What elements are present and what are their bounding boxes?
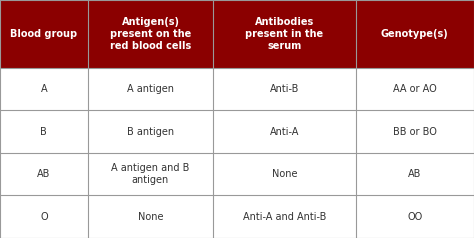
Text: A antigen: A antigen <box>127 84 174 94</box>
Text: Blood group: Blood group <box>10 29 77 39</box>
Bar <box>88 68 213 110</box>
Bar <box>0 110 88 153</box>
Text: O: O <box>40 212 48 222</box>
Bar <box>213 0 356 68</box>
Bar <box>0 68 88 110</box>
Bar <box>213 195 356 238</box>
Text: AB: AB <box>408 169 421 179</box>
Bar <box>88 110 213 153</box>
Bar <box>213 153 356 195</box>
Text: AB: AB <box>37 169 51 179</box>
Text: Genotype(s): Genotype(s) <box>381 29 448 39</box>
Text: Anti-B: Anti-B <box>270 84 299 94</box>
Text: BB or BO: BB or BO <box>393 127 437 137</box>
Text: None: None <box>138 212 163 222</box>
Bar <box>0 0 88 68</box>
Bar <box>356 195 474 238</box>
Bar <box>356 0 474 68</box>
Text: A: A <box>41 84 47 94</box>
Bar <box>356 68 474 110</box>
Text: Antigen(s)
present on the
red blood cells: Antigen(s) present on the red blood cell… <box>110 17 191 51</box>
Text: A antigen and B
antigen: A antigen and B antigen <box>111 163 190 185</box>
Bar <box>88 0 213 68</box>
Text: OO: OO <box>407 212 422 222</box>
Bar <box>0 195 88 238</box>
Text: B: B <box>40 127 47 137</box>
Bar <box>356 110 474 153</box>
Text: AA or AO: AA or AO <box>393 84 437 94</box>
Text: Anti-A and Anti-B: Anti-A and Anti-B <box>243 212 326 222</box>
Text: B antigen: B antigen <box>127 127 174 137</box>
Bar <box>213 68 356 110</box>
Text: Anti-A: Anti-A <box>270 127 299 137</box>
Bar <box>213 110 356 153</box>
Text: None: None <box>272 169 297 179</box>
Bar <box>88 195 213 238</box>
Text: Antibodies
present in the
serum: Antibodies present in the serum <box>246 17 323 51</box>
Bar <box>88 153 213 195</box>
Bar <box>0 153 88 195</box>
Bar <box>356 153 474 195</box>
